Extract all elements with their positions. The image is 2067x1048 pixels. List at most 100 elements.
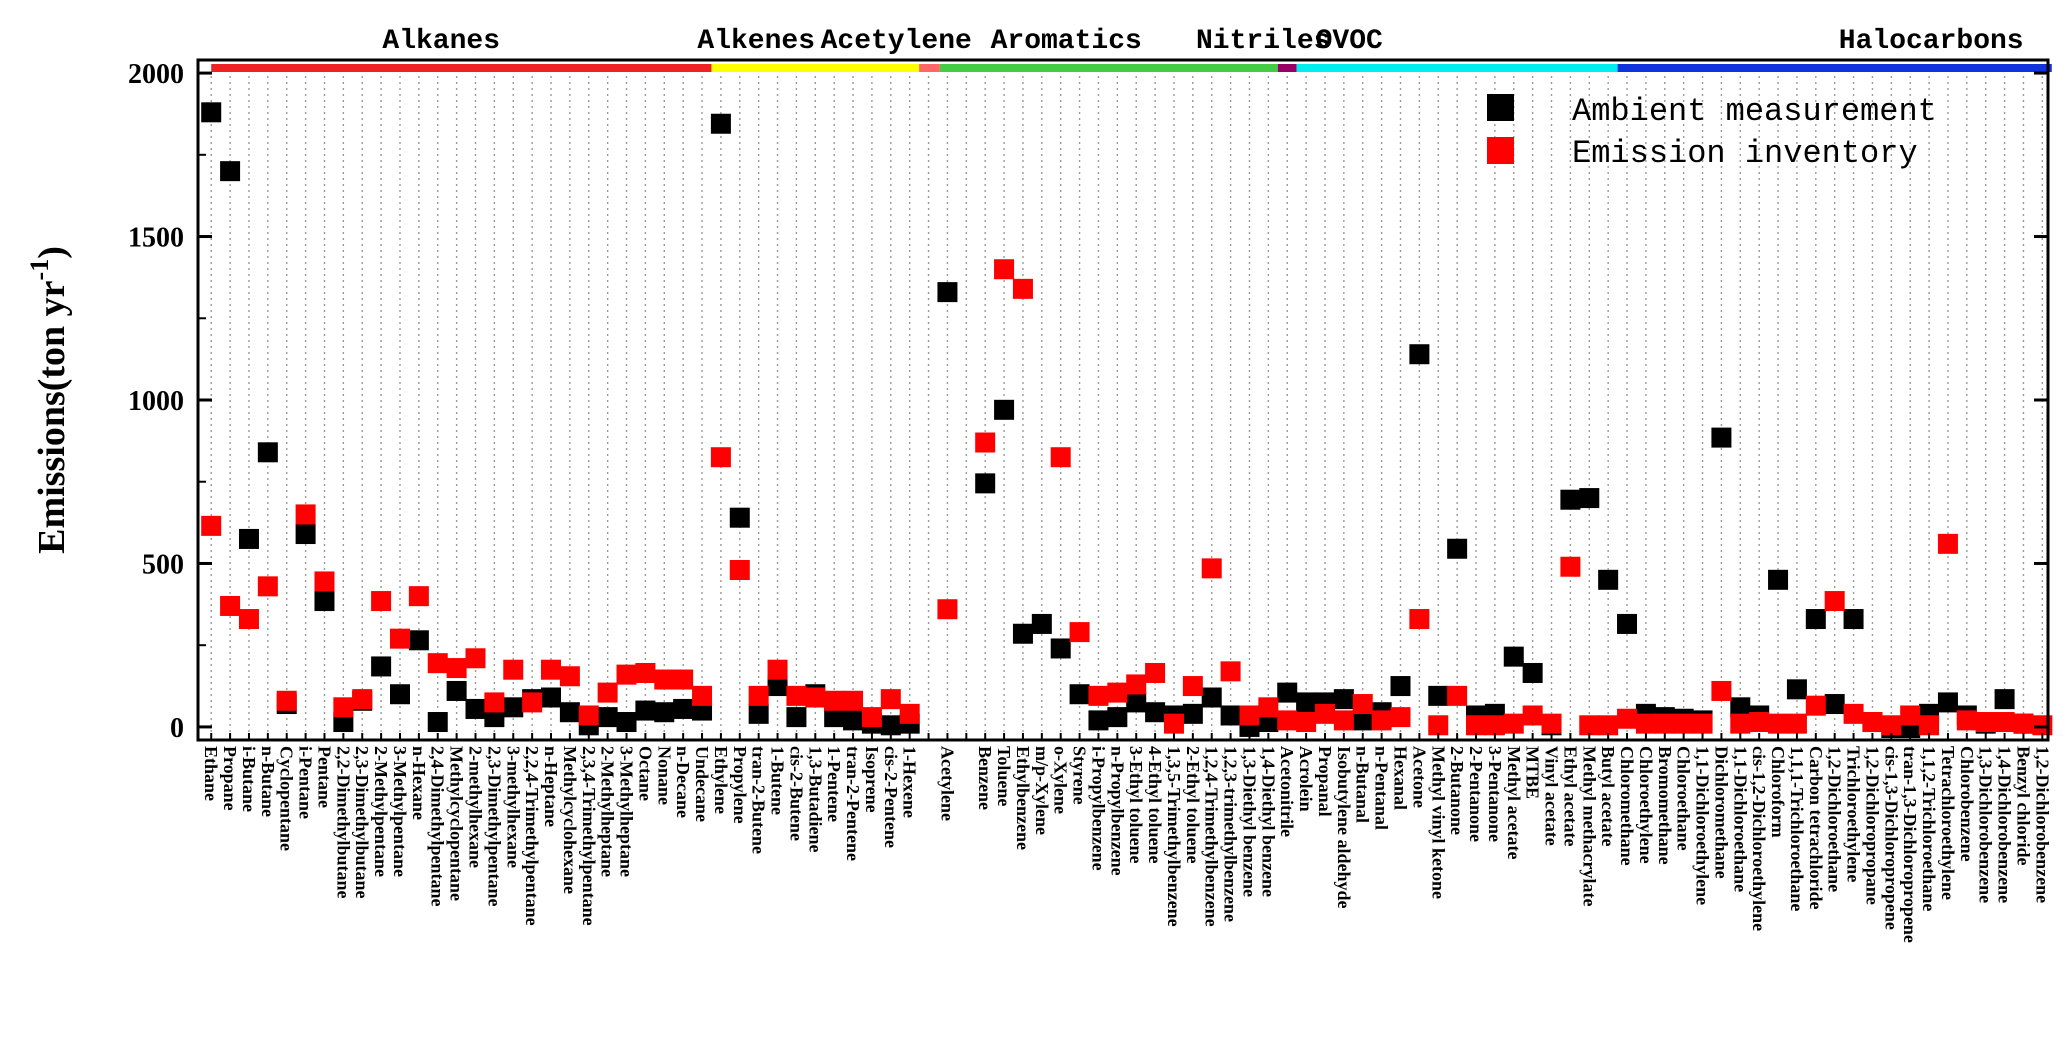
group-bar-segment <box>919 64 940 72</box>
emission-inventory-marker <box>748 685 769 706</box>
category-label: Butyl acetate <box>1598 746 1618 846</box>
emission-inventory-marker <box>692 685 713 706</box>
category-label: 2-Methylpentane <box>371 746 391 877</box>
emission-inventory-marker <box>654 669 675 690</box>
category-label: Ethylbenzene <box>1013 746 1033 850</box>
ambient-measurement-marker <box>1145 702 1166 723</box>
ambient-measurement-marker <box>1994 689 2015 710</box>
category-label: 1,2-Dichloropropane <box>1862 746 1882 905</box>
category-label: Dichloromethane <box>1711 746 1731 879</box>
emission-inventory-marker <box>1220 661 1241 682</box>
group-label: Nitriles <box>1196 26 1330 57</box>
y-axis-label: Emissions(ton yr-1) <box>25 246 73 554</box>
category-label: Hexanal <box>1391 746 1411 810</box>
group-label: Alkanes <box>382 26 500 57</box>
emission-inventory-marker <box>786 685 807 706</box>
y-tick-label: 0 <box>170 713 184 744</box>
emission-inventory-marker <box>1956 710 1977 731</box>
ambient-measurement-marker <box>654 702 675 723</box>
emission-inventory-marker <box>559 666 580 687</box>
emission-inventory-marker <box>899 703 920 724</box>
ambient-measurement-marker <box>1201 687 1222 708</box>
emission-inventory-marker <box>220 595 241 616</box>
emission-inventory-marker <box>408 586 429 607</box>
category-label: 2,2-Dimethylbutane <box>333 746 353 899</box>
emission-inventory-marker <box>1711 680 1732 701</box>
category-label: 1,3-Dichlorobenzene <box>1976 746 1996 903</box>
group-bar-segment <box>711 64 920 72</box>
emission-inventory-marker <box>1541 713 1562 734</box>
ambient-measurement-marker <box>1730 697 1751 718</box>
category-label: n-Decane <box>673 746 693 818</box>
category-label: 1-Hexene <box>900 746 920 818</box>
category-label: Pentane <box>314 746 334 808</box>
emission-inventory-marker <box>729 560 750 580</box>
ambient-measurement-marker <box>1824 694 1845 715</box>
emission-inventory-marker <box>1654 713 1675 734</box>
ambient-measurement-marker <box>1447 538 1468 559</box>
emission-inventory-marker <box>1012 278 1033 299</box>
emission-inventory-marker <box>1635 713 1656 734</box>
y-tick-label: 2000 <box>128 59 184 90</box>
category-label: 1,2,3-trimethylbenzene <box>1221 746 1241 922</box>
ambient-measurement-marker <box>408 630 429 651</box>
group-label: Acetylene <box>821 26 972 57</box>
ambient-measurement-marker <box>1579 488 1600 509</box>
category-label: n-Pentanal <box>1372 746 1392 830</box>
emission-inventory-marker <box>975 432 996 453</box>
ambient-measurement-marker <box>786 707 807 728</box>
emission-inventory-marker <box>446 658 467 679</box>
ambient-measurement-marker <box>1390 676 1411 697</box>
emission-inventory-marker <box>1484 715 1505 736</box>
category-label: o-Xylene <box>1051 746 1071 814</box>
category-label: 1,1,1-Trichloroethane <box>1787 746 1807 911</box>
emission-inventory-marker <box>465 648 486 669</box>
emission-inventory-marker <box>1994 712 2015 733</box>
category-label: Acetylene <box>937 746 957 821</box>
ambient-measurement-marker <box>503 697 524 718</box>
ambient-measurement-marker <box>616 712 637 733</box>
ambient-measurement-marker <box>559 702 580 723</box>
category-label: Chlorobenzene <box>1957 746 1977 862</box>
category-label: 2,3,4-Trimethylpentane <box>579 746 599 926</box>
ambient-measurement-marker <box>748 703 769 724</box>
category-label: 1,3-Diethyl benzene <box>1239 746 1259 897</box>
category-label: 2,3-Dimethylbutane <box>352 746 372 899</box>
ambient-measurement-marker <box>314 591 335 612</box>
ambient-measurement-marker <box>1768 569 1789 590</box>
category-label: Isoprene <box>862 746 882 813</box>
category-label: 1-Pentene <box>824 746 844 822</box>
category-label: Methylcyclohexane <box>560 746 580 894</box>
category-label: i-Butane <box>239 746 259 812</box>
emission-inventory-marker <box>1201 558 1222 579</box>
legend-label-ambient: Ambient measurement <box>1572 93 1937 130</box>
emission-inventory-marker <box>1768 713 1789 734</box>
category-label: Propanal <box>1315 746 1335 817</box>
ambient-measurement-marker <box>994 399 1015 420</box>
category-label: 1,1-Dichloroethylene <box>1693 746 1713 905</box>
category-label: cis-2-Butene <box>786 746 806 841</box>
ambient-measurement-marker <box>295 524 316 545</box>
group-label: Halocarbons <box>1839 26 2024 57</box>
group-bar-segment <box>211 64 712 72</box>
emission-inventory-marker <box>257 576 278 597</box>
emission-inventory-marker <box>1126 674 1147 695</box>
ambient-measurement-marker <box>1220 705 1241 726</box>
category-label: tran-2-Butene <box>749 746 769 854</box>
emission-inventory-marker <box>1390 707 1411 728</box>
category-label: Nonane <box>654 746 674 805</box>
emission-inventory-marker <box>541 659 562 680</box>
emission-inventory-marker <box>503 659 524 680</box>
emission-inventory-marker <box>1598 715 1619 736</box>
ambient-measurement-marker <box>937 282 958 303</box>
ambient-measurement-marker <box>389 684 410 705</box>
category-label: Ethyl acetate <box>1560 746 1580 846</box>
emission-inventory-marker <box>616 664 637 685</box>
category-label: 1,3,5-Trimethylbenzene <box>1164 746 1184 927</box>
emission-inventory-marker <box>1503 713 1524 734</box>
group-bar-segment <box>939 64 1278 72</box>
emission-inventory-marker <box>673 669 694 690</box>
category-label: 2-Pentanone <box>1466 746 1486 842</box>
ambient-measurement-marker <box>729 507 750 528</box>
